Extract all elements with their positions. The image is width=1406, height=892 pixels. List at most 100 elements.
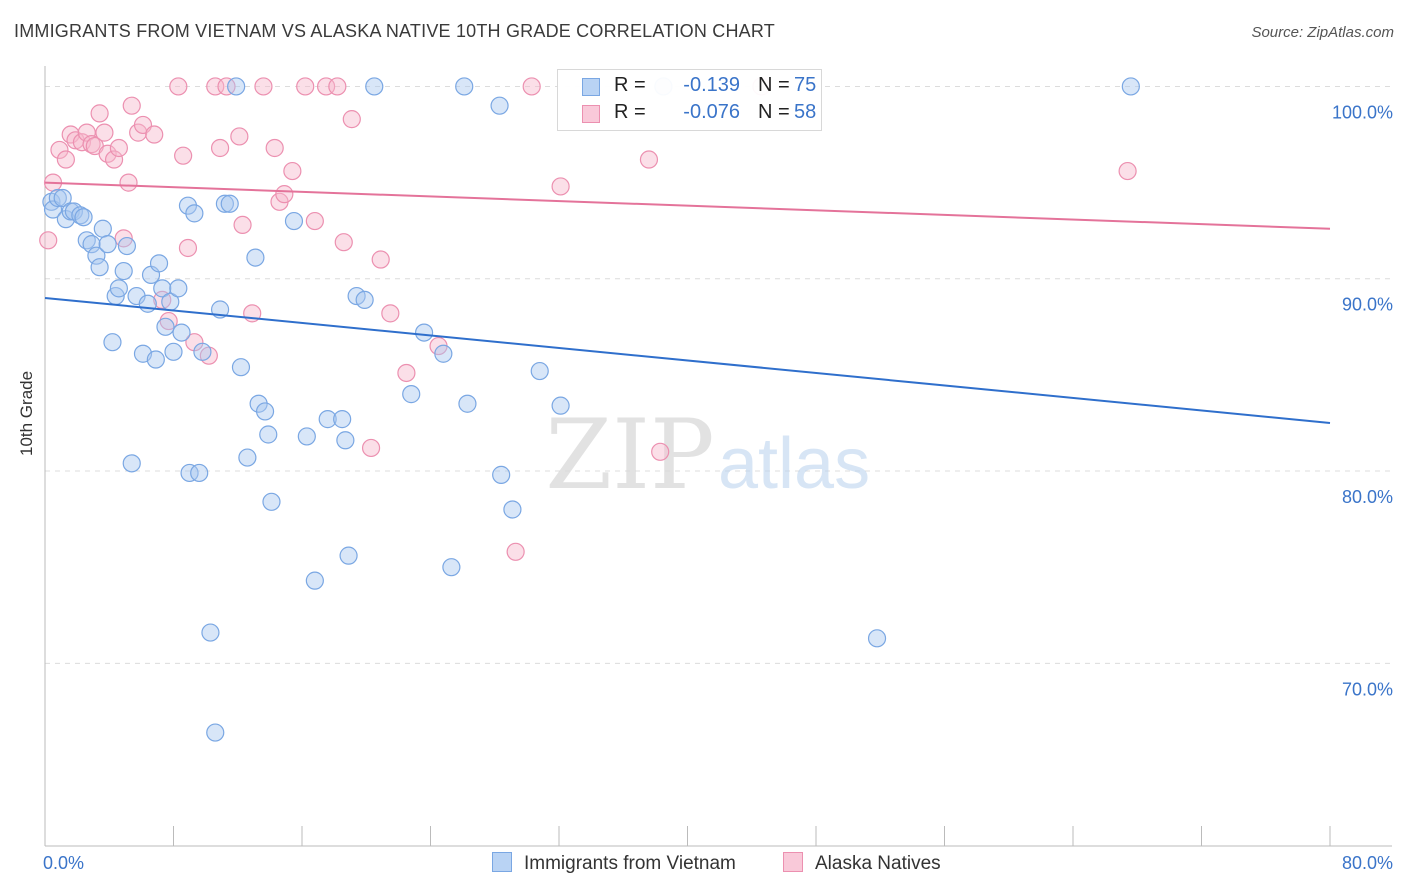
alaska-native-point xyxy=(283,161,302,181)
alaska-native-point xyxy=(371,250,390,269)
legend-n-value: 75 xyxy=(794,74,817,96)
vietnam-point xyxy=(215,194,234,213)
vietnam-point xyxy=(122,454,141,473)
y-tick-label: 90.0% xyxy=(1342,295,1393,315)
vietnam-point xyxy=(355,290,374,309)
vietnam-point xyxy=(48,188,67,208)
vietnam-point xyxy=(169,279,188,298)
y-tick-label: 80.0% xyxy=(1342,487,1393,507)
vietnam-point xyxy=(201,623,220,642)
vietnam-point xyxy=(156,317,175,336)
vietnam-point xyxy=(442,558,461,577)
chart-title: IMMIGRANTS FROM VIETNAM VS ALASKA NATIVE… xyxy=(14,21,775,41)
vietnam-point xyxy=(149,254,169,273)
vietnam-point xyxy=(172,323,191,342)
alaska-native-point xyxy=(506,542,525,561)
legend-r-label: R = xyxy=(614,101,646,123)
vietnam-point xyxy=(1121,77,1140,96)
alaska-native-point xyxy=(230,127,249,146)
tick-labels: 100.0% 90.0% 80.0% 70.0% 0.0% 80.0% xyxy=(43,102,1393,873)
alaska-native-point xyxy=(119,173,138,192)
alaska-native-point xyxy=(522,77,541,96)
vietnam-point xyxy=(490,96,509,115)
vietnam-point xyxy=(180,463,199,483)
alaska-native-point xyxy=(254,77,273,96)
alaska-native-point xyxy=(651,442,670,461)
vietnam-point xyxy=(164,342,183,361)
alaska-native-point xyxy=(82,135,101,154)
alaska-native-point xyxy=(39,231,58,250)
alaska-native-point xyxy=(50,140,69,160)
vietnam-point xyxy=(98,235,117,254)
bottom-legend-label-vietnam: Immigrants from Vietnam xyxy=(524,853,736,874)
vietnam-point xyxy=(867,629,887,648)
alaska-native-point xyxy=(334,233,353,252)
stats-legend: R = -0.139 N = 75 R = -0.076 N = 58 xyxy=(557,69,822,131)
legend-n-label: N = xyxy=(758,101,790,123)
vietnam-point xyxy=(114,261,133,281)
vietnam-point xyxy=(402,385,421,404)
alaska-native-point xyxy=(639,150,659,169)
alaska-native-point xyxy=(122,96,141,115)
vietnam-point xyxy=(206,723,225,742)
vietnam-point xyxy=(455,77,474,96)
vietnam-point xyxy=(82,235,101,254)
vietnam-point xyxy=(259,425,278,444)
legend-n-value: 58 xyxy=(794,101,817,123)
alaska-native-point xyxy=(342,110,361,129)
alaska-native-point xyxy=(328,77,347,96)
alaska-native-point xyxy=(381,304,400,323)
alaska-native-point xyxy=(296,77,315,96)
alaska-native-point xyxy=(77,123,96,142)
alaska-native-point xyxy=(217,77,236,96)
vietnam-point xyxy=(503,500,522,519)
vietnam-point xyxy=(109,279,128,298)
vietnam-point xyxy=(365,77,384,96)
alaska-native-point xyxy=(361,438,381,458)
vietnam-point xyxy=(414,323,434,342)
legend-swatch-pink xyxy=(582,105,600,123)
alaska-native-point xyxy=(159,311,178,331)
vietnam-point xyxy=(74,208,93,227)
alaska-native-point xyxy=(109,138,128,158)
watermark-atlas: atlas xyxy=(718,424,870,504)
vietnam-point xyxy=(246,248,265,267)
legend-r-value: -0.139 xyxy=(683,74,740,96)
grid-lines xyxy=(45,85,1392,664)
vietnam-point xyxy=(227,77,246,96)
alaska-native-point xyxy=(233,215,252,235)
legend-r-label: R = xyxy=(614,74,646,96)
vietnam-points xyxy=(42,77,1140,742)
alaska-native-point xyxy=(90,104,109,123)
legend-n-label: N = xyxy=(758,74,790,96)
alaska-natives-points xyxy=(39,77,1137,561)
vietnam-point xyxy=(336,431,355,450)
vietnam-point xyxy=(339,546,358,565)
vietnam-point xyxy=(53,188,72,208)
vietnam-trend-line xyxy=(44,296,1331,424)
vietnam-point xyxy=(284,211,304,231)
alaska-natives-trend-line xyxy=(44,181,1331,230)
alaska-native-point xyxy=(305,211,324,231)
x-tick-label: 0.0% xyxy=(43,853,84,873)
alaska-native-point xyxy=(56,150,75,169)
bottom-legend-alaska: Alaska Natives xyxy=(783,852,941,875)
vietnam-point xyxy=(458,394,477,413)
alaska-native-point xyxy=(275,185,294,204)
alaska-native-point xyxy=(104,150,124,169)
vietnam-point xyxy=(220,194,239,213)
vietnam-point xyxy=(103,333,122,352)
vietnam-point xyxy=(71,206,90,225)
trend-lines xyxy=(44,181,1331,424)
vietnam-point xyxy=(138,294,157,313)
alaska-native-point xyxy=(210,138,230,158)
vietnam-point xyxy=(318,410,337,429)
vietnam-point xyxy=(333,410,352,429)
bottom-legend-swatch-blue xyxy=(492,852,512,872)
vietnam-point xyxy=(262,492,281,511)
vietnam-point xyxy=(185,204,204,223)
legend-swatch-blue xyxy=(582,78,600,96)
alaska-native-point xyxy=(1118,161,1137,181)
vietnam-point xyxy=(551,396,570,415)
